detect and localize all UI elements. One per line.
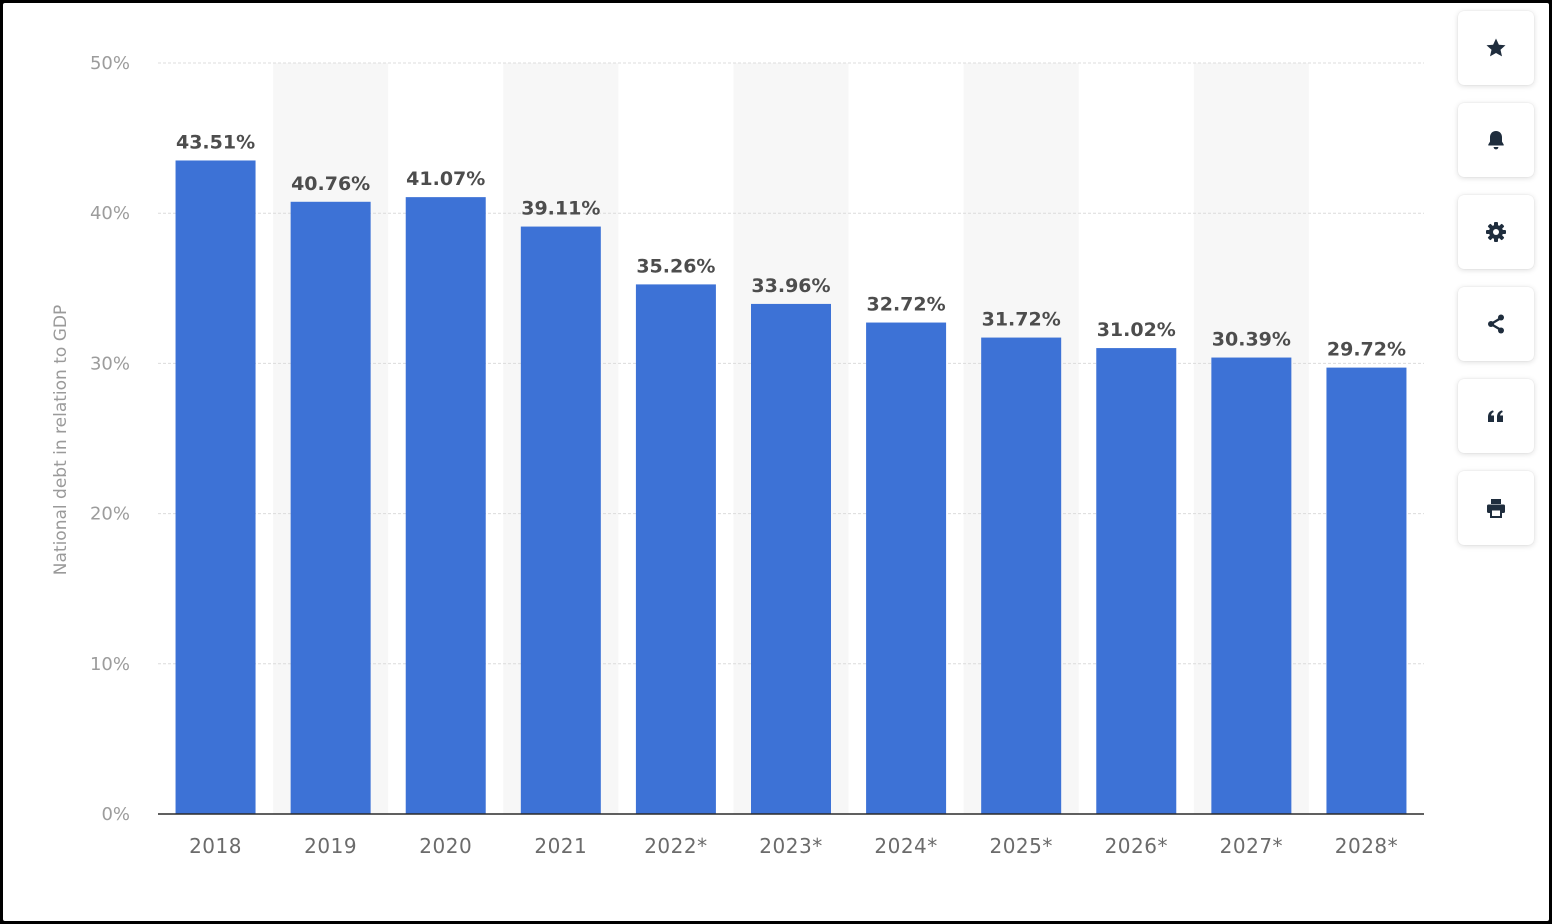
y-tick-label: 0% — [101, 804, 130, 825]
chart-toolbar — [1458, 11, 1536, 563]
printer-icon — [1487, 499, 1505, 518]
bar — [751, 303, 831, 814]
x-tick-label: 2027* — [1220, 834, 1283, 858]
bell-icon — [1488, 131, 1504, 150]
data-label: 32.72% — [867, 294, 946, 316]
gear-icon — [1486, 222, 1506, 242]
bar — [1211, 357, 1292, 814]
data-label: 35.26% — [636, 255, 715, 277]
share-icon — [1488, 314, 1504, 334]
cite-button[interactable] — [1458, 379, 1534, 453]
notification-button[interactable] — [1458, 103, 1534, 177]
bar — [1326, 367, 1407, 814]
chart-frame: 0% 10% 20% 30% 40% 50% National debt in relat… — [3, 3, 1549, 921]
y-tick-label: 10% — [90, 654, 130, 675]
x-tick-label: 2018 — [189, 834, 242, 858]
bar — [175, 160, 256, 814]
y-tick-label: 40% — [90, 203, 130, 224]
data-label: 39.11% — [521, 198, 600, 220]
bar — [405, 197, 486, 814]
star-icon — [1486, 38, 1506, 57]
x-axis-labels: 2018 2019 2020 2021 2022* 2023* 2024* 2025* 2026… — [189, 834, 1398, 858]
share-button[interactable] — [1458, 287, 1534, 361]
print-button[interactable] — [1458, 471, 1534, 545]
data-label: 43.51% — [176, 131, 255, 153]
bar — [635, 284, 716, 815]
x-tick-label: 2028* — [1335, 834, 1398, 858]
x-tick-label: 2025* — [989, 834, 1052, 858]
data-label: 41.07% — [406, 168, 485, 190]
data-labels: 43.51% 40.76% 41.07% 39.11% 35.26% 33.96% 32.7… — [176, 131, 1406, 360]
data-label: 40.76% — [291, 173, 370, 195]
data-label: 30.39% — [1212, 329, 1291, 351]
bar — [981, 337, 1062, 814]
bar — [866, 322, 947, 814]
bars — [175, 160, 1407, 815]
x-tick-label: 2024* — [874, 834, 937, 858]
y-tick-label: 30% — [90, 353, 130, 374]
x-tick-label: 2019 — [304, 834, 357, 858]
y-tick-label: 20% — [90, 504, 130, 525]
data-label: 29.72% — [1327, 339, 1406, 361]
x-tick-label: 2023* — [759, 834, 822, 858]
x-tick-label: 2020 — [419, 834, 472, 858]
settings-button[interactable] — [1458, 195, 1534, 269]
x-tick-label: 2026* — [1105, 834, 1168, 858]
bar — [520, 226, 601, 814]
y-axis-title: National debt in relation to GDP — [51, 305, 71, 575]
y-axis-ticks: 0% 10% 20% 30% 40% 50% — [90, 53, 130, 825]
x-tick-label: 2021 — [534, 834, 587, 858]
bar — [1096, 348, 1177, 814]
data-label: 33.96% — [751, 275, 830, 297]
bar — [290, 201, 371, 815]
y-tick-label: 50% — [90, 53, 130, 74]
data-label: 31.72% — [982, 309, 1061, 331]
favorite-button[interactable] — [1458, 11, 1534, 85]
data-label: 31.02% — [1097, 319, 1176, 341]
x-tick-label: 2022* — [644, 834, 707, 858]
quote-icon — [1488, 410, 1503, 422]
bar-chart: 0% 10% 20% 30% 40% 50% National debt in relat… — [51, 53, 1424, 858]
